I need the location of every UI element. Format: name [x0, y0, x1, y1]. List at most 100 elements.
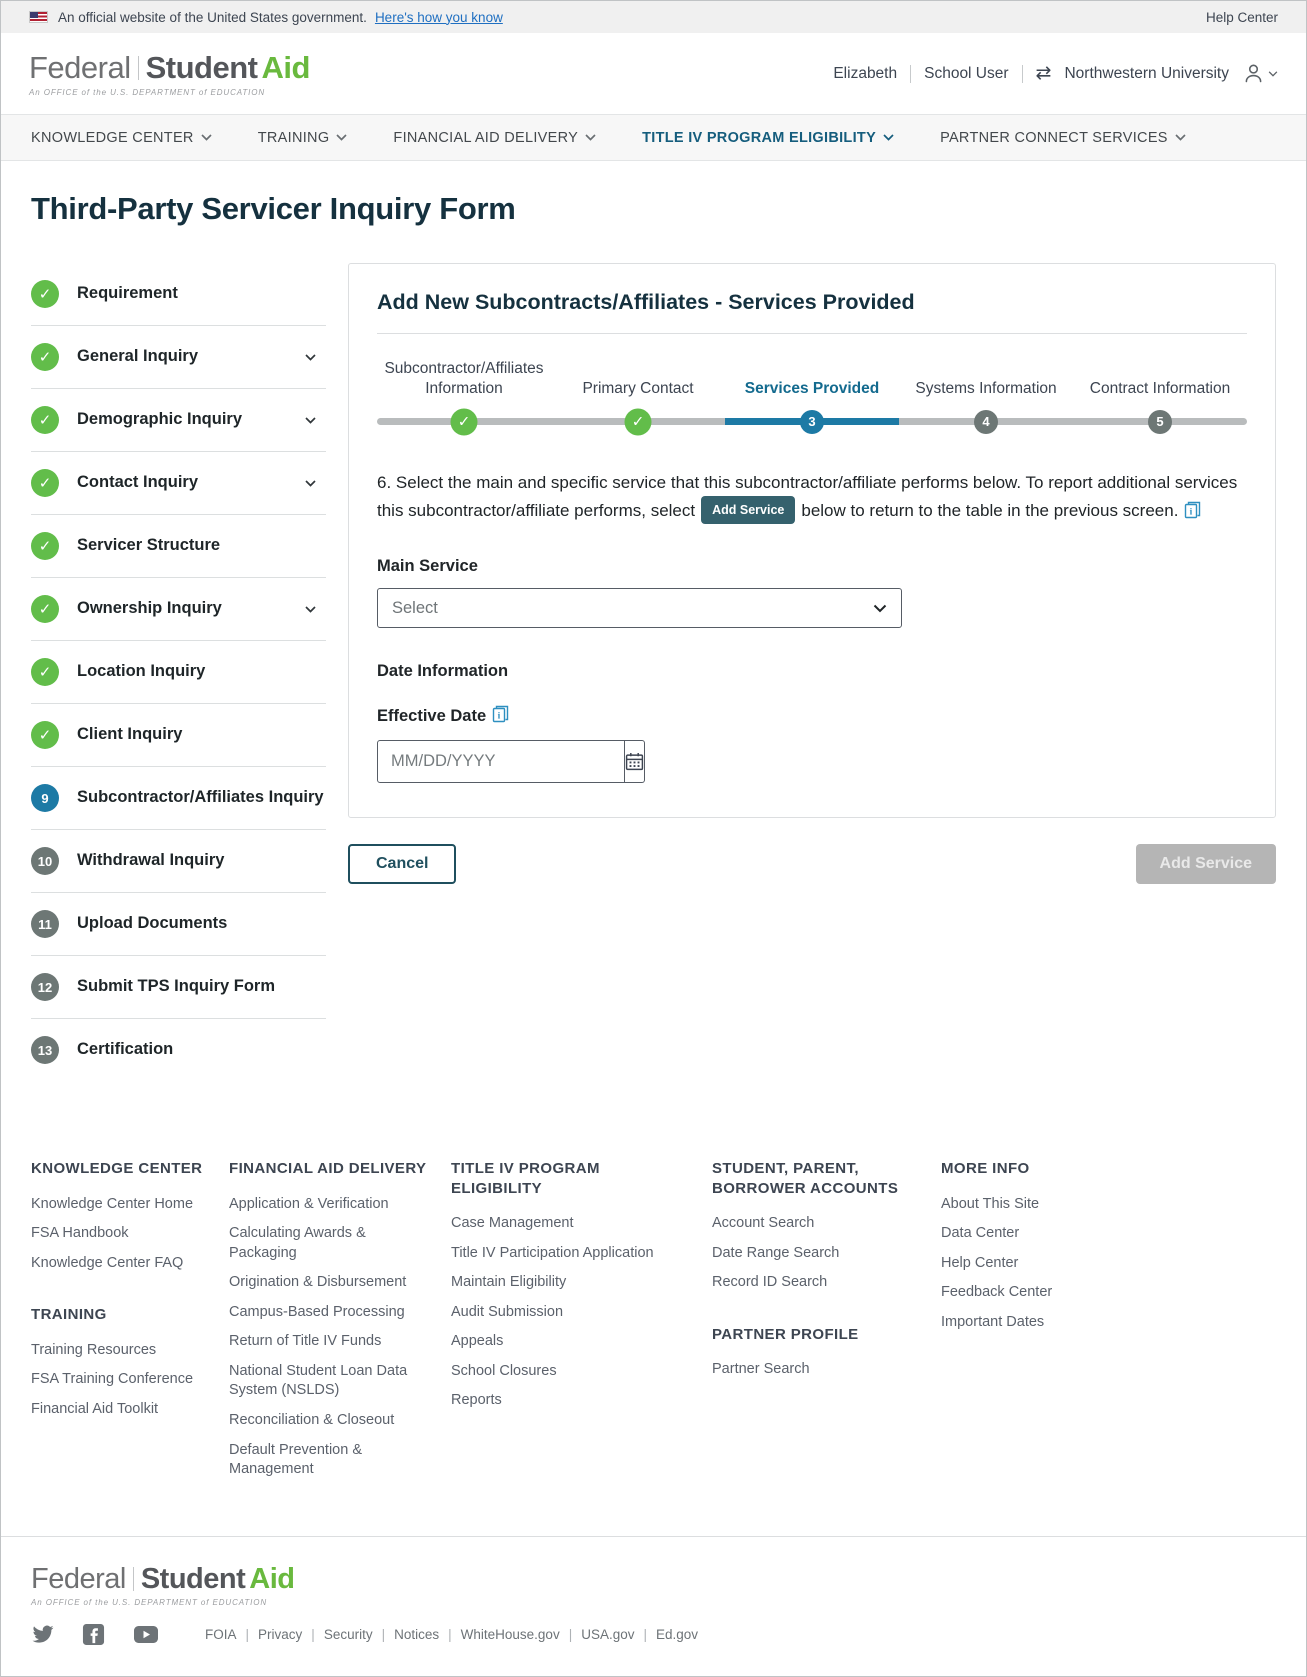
- footer-link-knowledge-center-home[interactable]: Knowledge Center Home: [31, 1195, 194, 1212]
- stepper-step-subcontractor-affiliates-information[interactable]: Subcontractor/Affiliates Information ✓: [377, 358, 551, 435]
- facebook-icon[interactable]: [82, 1623, 105, 1646]
- sidebar-item-requirement[interactable]: ✓ Requirement: [31, 263, 326, 326]
- footer-link-default-prevention-management[interactable]: Default Prevention & Management: [229, 1441, 362, 1478]
- effective-date-field: [377, 740, 645, 784]
- sidebar-item-label: Contact Inquiry: [77, 473, 199, 492]
- legal-link-notices[interactable]: Notices: [394, 1626, 440, 1642]
- how-you-know-link[interactable]: Here's how you know: [374, 9, 503, 25]
- footer-link-appeals[interactable]: Appeals: [451, 1333, 504, 1350]
- footer-link-feedback-center[interactable]: Feedback Center: [941, 1284, 1053, 1301]
- footer-link-financial-aid-toolkit[interactable]: Financial Aid Toolkit: [31, 1400, 159, 1417]
- add-service-inline-badge: Add Service: [701, 496, 796, 525]
- main-service-select[interactable]: Select: [377, 588, 902, 629]
- fsa-logo[interactable]: Federal Student Aid An OFFICE of the U.S…: [29, 50, 310, 97]
- nav-item-knowledge-center[interactable]: KNOWLEDGE CENTER: [31, 130, 212, 146]
- logo-aid: Aid: [249, 1562, 295, 1595]
- footer-link-origination-disbursement[interactable]: Origination & Disbursement: [229, 1274, 407, 1291]
- info-icon[interactable]: i: [1184, 500, 1201, 527]
- stepper-step-services-provided[interactable]: Services Provided 3: [725, 358, 899, 435]
- sidebar-item-ownership-inquiry[interactable]: ✓ Ownership Inquiry: [31, 578, 326, 641]
- form-column: Add New Subcontracts/Affiliates - Servic…: [348, 263, 1276, 885]
- footer-link-case-management[interactable]: Case Management: [451, 1215, 574, 1231]
- sidebar-item-demographic-inquiry[interactable]: ✓ Demographic Inquiry: [31, 389, 326, 452]
- footer-link-important-dates[interactable]: Important Dates: [941, 1313, 1045, 1330]
- footer-link-account-search[interactable]: Account Search: [712, 1215, 815, 1231]
- user-area: Elizabeth School User ⇄ Northwestern Uni…: [833, 62, 1278, 85]
- nav-item-financial-aid-delivery[interactable]: FINANCIAL AID DELIVERY: [393, 130, 596, 146]
- legal-link-whitehouse-gov[interactable]: WhiteHouse.gov: [460, 1626, 560, 1642]
- legal-link-usa-gov[interactable]: USA.gov: [581, 1626, 635, 1642]
- switch-org-icon[interactable]: ⇄: [1035, 63, 1052, 84]
- footer-link-knowledge-center-faq[interactable]: Knowledge Center FAQ: [31, 1254, 184, 1271]
- footer-heading-title-iv-program-eligibility: TITLE IV PROGRAM ELIGIBILITY: [451, 1160, 600, 1197]
- step-number-badge: 12: [31, 973, 59, 1001]
- footer-link-application-verification[interactable]: Application & Verification: [229, 1195, 389, 1212]
- fsa-logo-footer[interactable]: Federal Student Aid An OFFICE of the U.S…: [31, 1563, 1276, 1607]
- footer-link-national-student-loan-data-system-nslds[interactable]: National Student Loan Data System (NSLDS…: [229, 1362, 408, 1399]
- sidebar-item-submit-tps-inquiry-form[interactable]: 12 Submit TPS Inquiry Form: [31, 956, 326, 1019]
- effective-date-label: Effective Date: [377, 707, 487, 726]
- footer-link-data-center[interactable]: Data Center: [941, 1225, 1020, 1242]
- stepper-step-primary-contact[interactable]: Primary Contact ✓: [551, 358, 725, 435]
- effective-date-input[interactable]: [377, 740, 625, 784]
- footer-link-partner-search[interactable]: Partner Search: [712, 1361, 810, 1378]
- sidebar-item-certification[interactable]: 13 Certification: [31, 1019, 326, 1081]
- help-center-link[interactable]: Help Center: [1205, 9, 1278, 25]
- twitter-icon[interactable]: [31, 1623, 54, 1646]
- step-complete-icon: ✓: [31, 406, 59, 434]
- legal-link-ed-gov[interactable]: Ed.gov: [656, 1626, 699, 1642]
- calendar-button[interactable]: [625, 740, 645, 784]
- footer-column-4: STUDENT, PARENT, BORROWER ACCOUNTS Accoun…: [712, 1159, 941, 1490]
- person-icon: [1242, 62, 1265, 85]
- info-icon[interactable]: i: [492, 705, 509, 728]
- footer-link-reconciliation-closeout[interactable]: Reconciliation & Closeout: [229, 1412, 395, 1428]
- youtube-icon[interactable]: [133, 1623, 159, 1646]
- footer-heading-partner-profile: PARTNER PROFILE: [712, 1325, 859, 1343]
- footer-link-reports[interactable]: Reports: [451, 1392, 502, 1409]
- sidebar-item-general-inquiry[interactable]: ✓ General Inquiry: [31, 326, 326, 389]
- stepper-step-label: Systems Information: [915, 379, 1057, 397]
- calendar-icon: [625, 752, 644, 771]
- account-menu[interactable]: [1242, 62, 1278, 85]
- divider: [1021, 64, 1023, 83]
- sidebar-item-servicer-structure[interactable]: ✓ Servicer Structure: [31, 515, 326, 578]
- stepper-step-label: Services Provided: [744, 379, 880, 397]
- footer-link-training-resources[interactable]: Training Resources: [31, 1341, 157, 1358]
- footer-link-calculating-awards-packaging[interactable]: Calculating Awards & Packaging: [229, 1225, 366, 1261]
- sidebar-item-upload-documents[interactable]: 11 Upload Documents: [31, 893, 326, 956]
- footer-link-title-iv-participation-application[interactable]: Title IV Participation Application: [451, 1244, 654, 1261]
- add-service-button[interactable]: Add Service: [1135, 844, 1276, 885]
- footer-link-date-range-search[interactable]: Date Range Search: [712, 1244, 840, 1261]
- divider: |: [381, 1626, 386, 1642]
- legal-link-foia[interactable]: FOIA: [205, 1626, 237, 1642]
- footer-link-record-id-search[interactable]: Record ID Search: [712, 1274, 828, 1291]
- footer-link-fsa-handbook[interactable]: FSA Handbook: [31, 1225, 129, 1242]
- footer-link-help-center[interactable]: Help Center: [941, 1254, 1019, 1271]
- legal-link-security[interactable]: Security: [323, 1626, 373, 1642]
- footer-link-fsa-training-conference[interactable]: FSA Training Conference: [31, 1371, 194, 1388]
- footer-link-school-closures[interactable]: School Closures: [451, 1362, 557, 1379]
- footer-link-audit-submission[interactable]: Audit Submission: [451, 1303, 564, 1320]
- logo-federal: Federal: [29, 50, 131, 85]
- footer-link-return-of-title-iv-funds[interactable]: Return of Title IV Funds: [229, 1333, 382, 1350]
- nav-item-training[interactable]: TRAINING: [258, 130, 348, 146]
- sidebar-item-label: Ownership Inquiry: [77, 599, 222, 618]
- stepper-step-label: Primary Contact: [582, 379, 694, 397]
- site-header: Federal Student Aid An OFFICE of the U.S…: [1, 33, 1306, 114]
- legal-link-privacy[interactable]: Privacy: [258, 1626, 303, 1642]
- sidebar-item-client-inquiry[interactable]: ✓ Client Inquiry: [31, 704, 326, 767]
- sidebar-item-label: Requirement: [77, 284, 178, 303]
- sidebar-item-withdrawal-inquiry[interactable]: 10 Withdrawal Inquiry: [31, 830, 326, 893]
- sidebar-item-contact-inquiry[interactable]: ✓ Contact Inquiry: [31, 452, 326, 515]
- footer-link-campus-based-processing[interactable]: Campus-Based Processing: [229, 1303, 405, 1320]
- question-text: 6. Select the main and specific service …: [377, 469, 1247, 527]
- sidebar-item-location-inquiry[interactable]: ✓ Location Inquiry: [31, 641, 326, 704]
- stepper-step-contract-information[interactable]: Contract Information 5: [1073, 358, 1247, 435]
- nav-item-title-iv-program-eligibility[interactable]: TITLE IV PROGRAM ELIGIBILITY: [642, 130, 894, 146]
- stepper-step-systems-information[interactable]: Systems Information 4: [899, 358, 1073, 435]
- footer-link-maintain-eligibility[interactable]: Maintain Eligibility: [451, 1274, 567, 1291]
- footer-link-about-this-site[interactable]: About This Site: [941, 1195, 1040, 1212]
- cancel-button[interactable]: Cancel: [348, 844, 457, 885]
- nav-item-partner-connect-services[interactable]: PARTNER CONNECT SERVICES: [940, 130, 1186, 146]
- sidebar-item-subcontractor-affiliates-inquiry[interactable]: 9 Subcontractor/Affiliates Inquiry: [31, 767, 326, 830]
